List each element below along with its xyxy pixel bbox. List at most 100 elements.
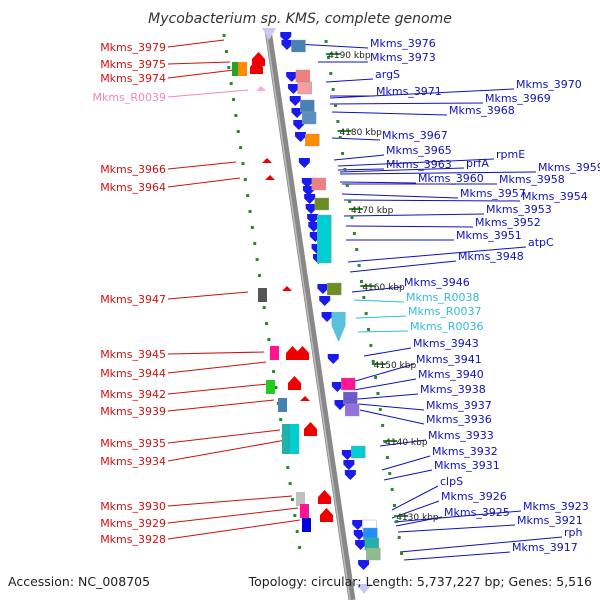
right-gene-label: Mkms_3953 (486, 203, 552, 216)
right-gene-box (344, 403, 360, 417)
left-gene-label: Mkms_3928 (100, 533, 166, 546)
tick-mark (272, 370, 276, 373)
left-label-connector (167, 507, 299, 524)
left-gene-triangle (282, 286, 292, 291)
tick-mark (236, 130, 240, 133)
right-label-connector (331, 111, 448, 116)
right-label-connector (353, 378, 417, 391)
tick-mark (286, 466, 290, 469)
right-label-connector (357, 330, 409, 333)
right-gene-box (297, 81, 312, 95)
tick-mark (400, 552, 404, 555)
tick-mark (336, 120, 340, 123)
tick-mark (288, 482, 292, 485)
left-gene-triangle (256, 86, 266, 91)
tick-mark (385, 456, 389, 459)
tick-mark (357, 264, 361, 267)
right-label-connector (349, 260, 457, 273)
inner-gene-arrow (353, 530, 365, 540)
right-label-connector (325, 78, 374, 83)
left-gene-arrow (320, 508, 333, 522)
inner-gene-arrow (327, 354, 339, 364)
left-gene-arrow (252, 52, 265, 66)
left-gene-box (232, 62, 241, 76)
right-gene-label: Mkms_3973 (370, 51, 436, 64)
left-gene-label: Mkms_3974 (100, 72, 166, 85)
inner-gene-arrow (304, 194, 316, 204)
right-gene-label: Mkms_3943 (413, 337, 479, 350)
tick-mark (234, 114, 238, 117)
right-gene-label: Mkms_R0038 (406, 291, 479, 304)
inner-gene-arrow (331, 382, 343, 392)
tick-mark (295, 530, 299, 533)
right-gene-label: Mkms_3936 (426, 413, 492, 426)
right-gene-label: Mkms_3941 (416, 353, 482, 366)
right-label-connector (403, 551, 511, 561)
right-gene-box (341, 377, 356, 391)
inner-gene-arrow (291, 108, 303, 118)
right-gene-label: Mkms_3925 (444, 506, 510, 519)
right-label-connector (351, 363, 415, 383)
left-label-connector (167, 383, 269, 395)
left-gene-box (300, 504, 309, 518)
tick-mark (338, 136, 342, 139)
left-gene-box (290, 424, 299, 454)
tick-mark (364, 312, 368, 315)
right-label-connector (343, 213, 485, 217)
left-gene-label: Mkms_3947 (100, 293, 166, 306)
inner-gene-arrow (321, 312, 333, 322)
tick-mark (374, 376, 378, 379)
right-gene-label: Mkms_R0037 (408, 305, 481, 318)
right-gene-arrow (331, 312, 346, 342)
left-gene-label: Mkms_R0039 (93, 91, 166, 104)
right-label-connector (379, 439, 427, 447)
right-label-connector (353, 299, 405, 303)
gene-features (232, 32, 381, 570)
left-gene-label: Mkms_3966 (100, 163, 166, 176)
right-label-connector (363, 347, 412, 357)
tick-mark (331, 88, 335, 91)
tick-mark (255, 258, 259, 261)
right-gene-label: Mkms_3933 (428, 429, 494, 442)
right-gene-label: Mkms_3971 (376, 85, 442, 98)
kbp-label: 4170 kbp (351, 206, 394, 216)
left-gene-box (258, 288, 267, 302)
right-label-connector (359, 409, 425, 425)
tick-mark (388, 472, 392, 475)
tick-mark (369, 344, 373, 347)
right-gene-box (343, 391, 358, 405)
right-gene-label: Mkms_3976 (370, 37, 436, 50)
right-label-connector (381, 455, 431, 471)
tick-mark (262, 306, 266, 309)
kbp-label: 4180 kbp (339, 128, 382, 138)
tick-mark (290, 498, 294, 501)
right-gene-box (311, 177, 327, 191)
tick-mark (378, 408, 382, 411)
left-gene-box (266, 380, 275, 394)
kbp-label: 4160 kbp (362, 283, 405, 293)
right-gene-label: Mkms_3931 (434, 459, 500, 472)
right-label-connector (329, 102, 484, 105)
right-gene-label: Mkms_3957 (460, 187, 526, 200)
tick-mark (390, 488, 394, 491)
left-label-connector (167, 495, 293, 507)
tick-mark (253, 242, 257, 245)
inner-gene-arrow (334, 400, 346, 410)
left-gene-label: Mkms_3979 (100, 41, 166, 54)
left-label-connector (167, 61, 231, 65)
right-gene-label: Mkms_3948 (458, 250, 524, 263)
tick-mark (397, 536, 401, 539)
inner-gene-arrow (302, 186, 314, 196)
left-label-connector (167, 399, 275, 412)
tick-mark (229, 82, 233, 85)
right-gene-label: prfA (466, 157, 489, 170)
tick-mark (355, 248, 359, 251)
tick-mark (227, 66, 231, 69)
right-gene-label: Mkms_3940 (418, 368, 484, 381)
right-gene-label: Mkms_3932 (432, 445, 498, 458)
left-gene-box (270, 346, 279, 360)
tick-mark (222, 34, 226, 37)
right-gene-label: Mkms_3959 (538, 161, 600, 174)
left-gene-arrow (318, 490, 331, 504)
